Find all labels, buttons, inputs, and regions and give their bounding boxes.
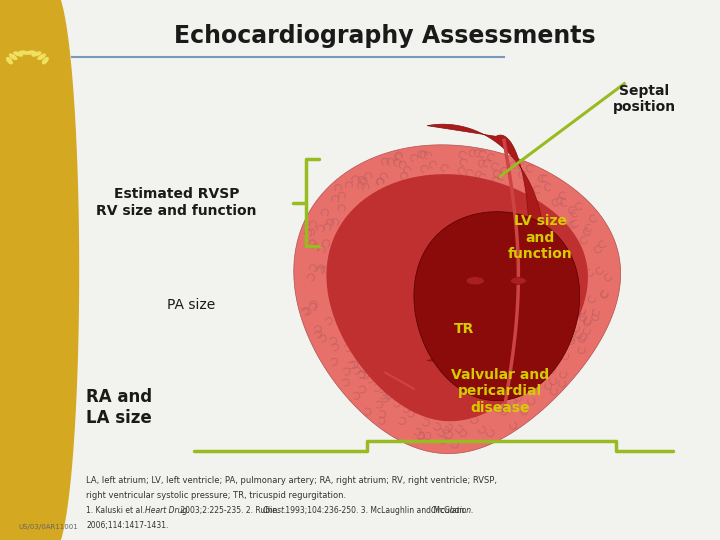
Ellipse shape (19, 51, 30, 55)
Ellipse shape (6, 57, 13, 64)
Text: TR: TR (454, 322, 474, 336)
Text: Chest.: Chest. (263, 506, 287, 515)
Ellipse shape (510, 277, 526, 285)
Text: 1993;104:236-250. 3. McLaughlin and McGoon.: 1993;104:236-250. 3. McLaughlin and McGo… (283, 506, 469, 515)
Ellipse shape (13, 51, 23, 57)
Ellipse shape (32, 51, 42, 57)
Polygon shape (54, 0, 79, 540)
Ellipse shape (42, 57, 49, 64)
Ellipse shape (13, 51, 23, 57)
Text: 1. Kaluski et al.: 1. Kaluski et al. (86, 506, 148, 515)
Text: Circulation.: Circulation. (431, 506, 474, 515)
Ellipse shape (9, 53, 17, 60)
Text: 2006;114:1417-1431.: 2006;114:1417-1431. (86, 521, 168, 530)
Polygon shape (326, 174, 588, 421)
Text: US/03/0AR11001: US/03/0AR11001 (18, 524, 78, 530)
Polygon shape (0, 0, 54, 540)
Ellipse shape (25, 51, 36, 55)
Text: PA size: PA size (166, 298, 215, 312)
Ellipse shape (467, 276, 485, 285)
Ellipse shape (19, 51, 30, 55)
Text: LA, left atrium; LV, left ventricle; PA, pulmonary artery; RA, right atrium; RV,: LA, left atrium; LV, left ventricle; PA,… (86, 476, 498, 485)
Polygon shape (414, 212, 580, 401)
Ellipse shape (37, 53, 46, 60)
Text: Septal
position: Septal position (613, 84, 676, 114)
Text: RA and
LA size: RA and LA size (86, 388, 152, 427)
Polygon shape (427, 124, 544, 362)
Text: Valvular and
pericardial
disease: Valvular and pericardial disease (451, 368, 549, 415)
Ellipse shape (6, 57, 13, 64)
Text: Echocardiography Assessments: Echocardiography Assessments (174, 24, 596, 48)
Ellipse shape (37, 53, 46, 60)
Text: 2003;2:225-235. 2. Rubin.: 2003;2:225-235. 2. Rubin. (178, 506, 282, 515)
Ellipse shape (9, 53, 17, 60)
Polygon shape (294, 145, 621, 454)
Text: Estimated RVSP
RV size and function: Estimated RVSP RV size and function (96, 187, 256, 218)
Ellipse shape (32, 51, 42, 57)
Text: LV size
and
function: LV size and function (508, 214, 572, 261)
Ellipse shape (25, 51, 36, 55)
Ellipse shape (42, 57, 49, 64)
Text: Heart Drug.: Heart Drug. (145, 506, 190, 515)
Text: right ventricular systolic pressure; TR, tricuspid regurgitation.: right ventricular systolic pressure; TR,… (86, 491, 346, 501)
